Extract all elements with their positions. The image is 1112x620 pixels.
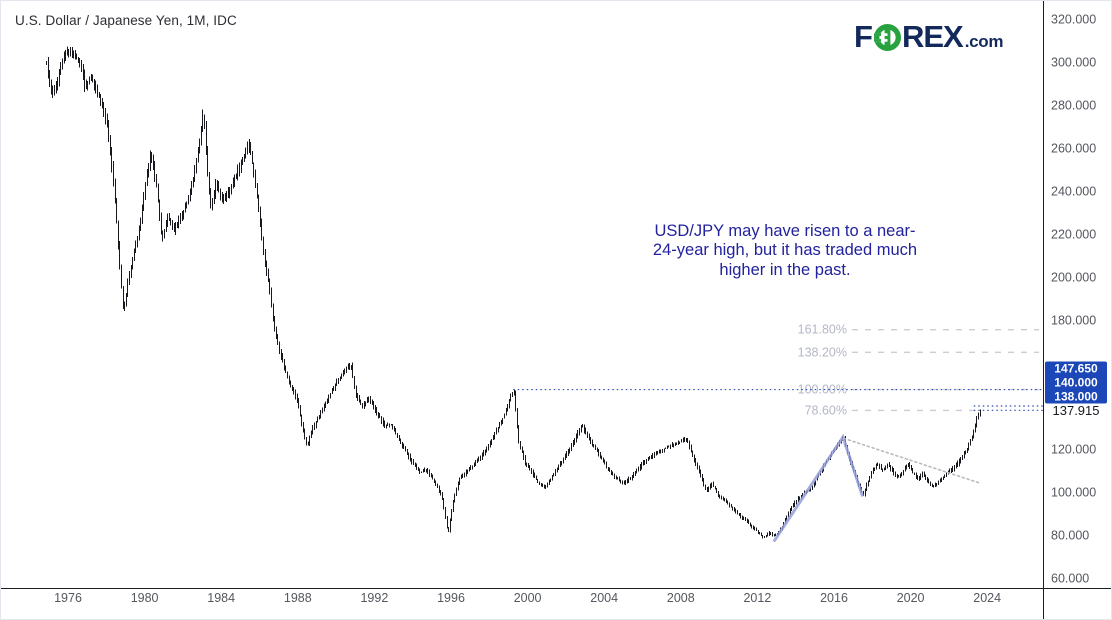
x-tick-label[interactable]: 2004: [590, 591, 618, 605]
fib-level-label[interactable]: 78.60%: [805, 403, 847, 417]
y-tick-label[interactable]: 200.000: [1051, 271, 1096, 285]
y-tick-label[interactable]: 220.000: [1051, 228, 1096, 242]
x-tick-label[interactable]: 1988: [284, 591, 312, 605]
logo-dot-com: .com: [964, 32, 1004, 51]
x-tick-label[interactable]: 2020: [897, 591, 925, 605]
price-badge-label[interactable]: 138.000: [1054, 389, 1098, 403]
x-tick-label[interactable]: 1984: [207, 591, 235, 605]
logo-letters-rex: REX: [901, 19, 964, 54]
chart-text-annotation[interactable]: USD/JPY may have risen to a near- 24-yea…: [651, 222, 919, 280]
forex-com-logo: F REX .com: [854, 19, 1004, 56]
fib-level-label[interactable]: 161.80%: [798, 323, 847, 337]
annotation-line-2: 24-year high, but it has traded much: [652, 241, 918, 260]
price-bars: [46, 46, 981, 539]
y-tick-label[interactable]: 80.000: [1051, 529, 1089, 543]
logo-letter-f: F: [854, 19, 873, 54]
y-tick-label[interactable]: 300.000: [1051, 56, 1096, 70]
y-tick-label[interactable]: 280.000: [1051, 99, 1096, 113]
x-tick-label[interactable]: 2008: [667, 591, 695, 605]
y-tick-label[interactable]: 260.000: [1051, 142, 1096, 156]
symbol-title: U.S. Dollar / Japanese Yen, 1M, IDC: [15, 13, 237, 28]
fib-level-label[interactable]: 100.00%: [798, 383, 847, 397]
x-tick-label[interactable]: 2012: [743, 591, 771, 605]
x-tick-label[interactable]: 1996: [437, 591, 465, 605]
x-tick-label[interactable]: 1992: [360, 591, 388, 605]
annotation-line-1: USD/JPY may have risen to a near-: [654, 222, 916, 240]
x-tick-label[interactable]: 1976: [54, 591, 82, 605]
logo-o-icon: [873, 23, 901, 56]
x-tick-label[interactable]: 2024: [973, 591, 1001, 605]
annotation-line-3: higher in the past.: [719, 260, 851, 279]
y-tick-label[interactable]: 240.000: [1051, 185, 1096, 199]
last-price-label: 137.915: [1053, 403, 1100, 418]
price-badge-block[interactable]: [1045, 361, 1107, 404]
y-tick-label[interactable]: 320.000: [1051, 13, 1096, 27]
y-tick-label[interactable]: 120.000: [1051, 443, 1096, 457]
trendline-zigzag-solid[interactable]: [773, 433, 864, 542]
y-tick-label[interactable]: 100.000: [1051, 486, 1096, 500]
price-badge-label[interactable]: 147.650: [1054, 361, 1098, 375]
y-tick-label[interactable]: 60.000: [1051, 572, 1089, 586]
fib-level-label[interactable]: 138.20%: [798, 345, 847, 359]
x-tick-label[interactable]: 1980: [131, 591, 159, 605]
x-tick-label[interactable]: 2000: [514, 591, 542, 605]
y-tick-label[interactable]: 180.000: [1051, 314, 1096, 328]
x-tick-label[interactable]: 2016: [820, 591, 848, 605]
trendline-dotted[interactable]: [842, 437, 981, 484]
price-badge-label[interactable]: 140.000: [1054, 375, 1098, 389]
